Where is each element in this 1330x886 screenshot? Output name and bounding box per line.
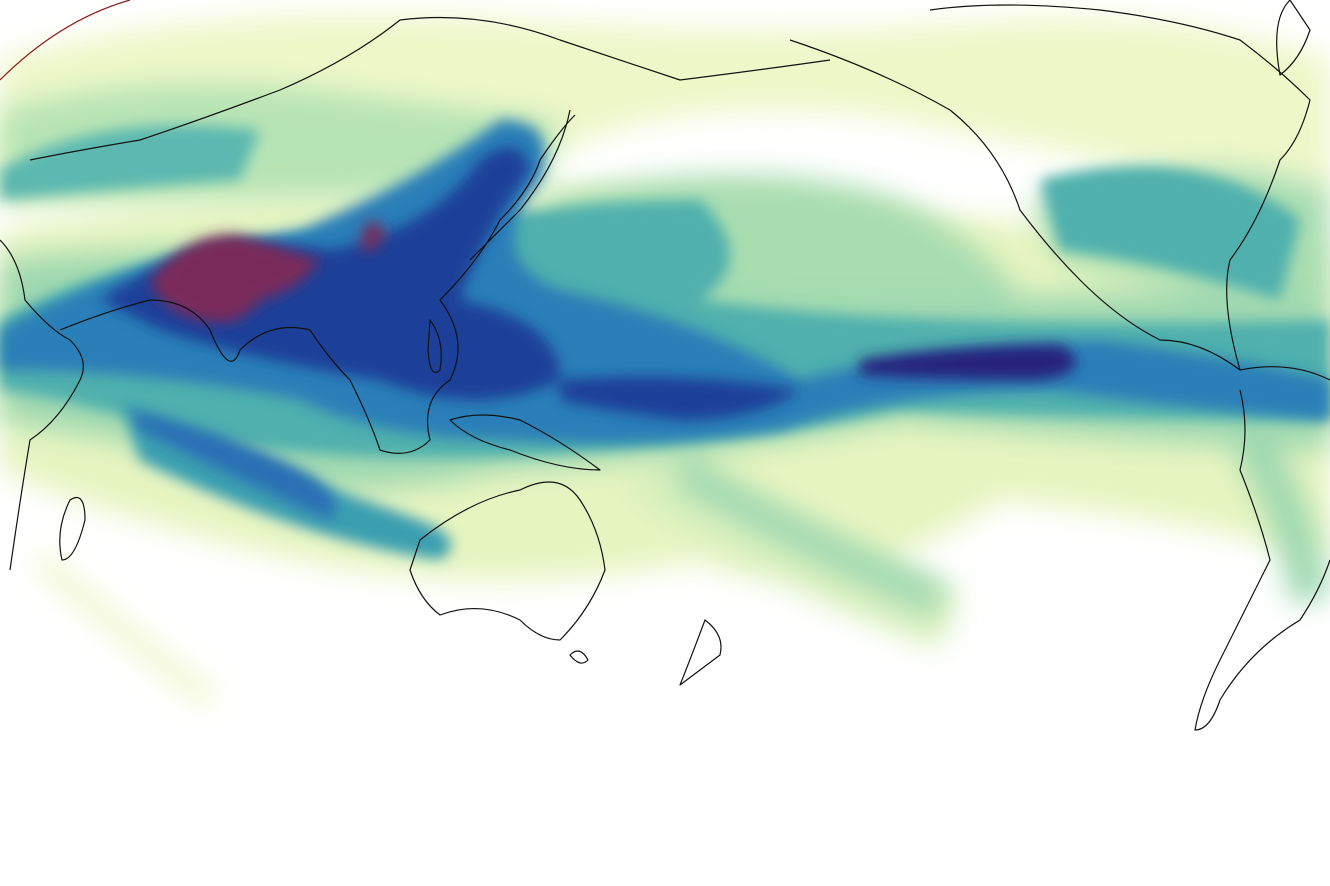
precip-area xyxy=(623,444,960,649)
precip-extreme xyxy=(100,147,1076,420)
precip-area xyxy=(130,410,336,520)
coastline-new-zealand xyxy=(679,619,722,686)
coastline-asia xyxy=(59,114,576,454)
coastline-south-america xyxy=(1194,366,1330,731)
precip-area xyxy=(1233,429,1330,603)
coastline-tasmania xyxy=(569,650,589,664)
precip-area xyxy=(150,234,320,323)
map-edge xyxy=(0,0,131,81)
precip-area xyxy=(671,455,947,616)
coastline-japan xyxy=(469,109,571,261)
coastline-africa xyxy=(0,239,84,571)
coastline-islands xyxy=(427,319,601,471)
coastline-madagascar xyxy=(59,496,86,561)
precip-area xyxy=(0,125,260,200)
precip-area xyxy=(860,345,1076,380)
precip-maximum xyxy=(150,221,385,323)
coastline-greenland xyxy=(1276,0,1311,76)
coastline-north-america xyxy=(789,4,1311,371)
precip-area xyxy=(100,147,560,400)
coastline-north-asia xyxy=(29,16,831,161)
coastlines xyxy=(0,0,1330,731)
precip-area xyxy=(1040,166,1300,300)
precip-area xyxy=(560,376,800,420)
coastline-australia xyxy=(409,481,606,641)
precip-area xyxy=(34,553,216,708)
precip-area xyxy=(360,221,385,251)
